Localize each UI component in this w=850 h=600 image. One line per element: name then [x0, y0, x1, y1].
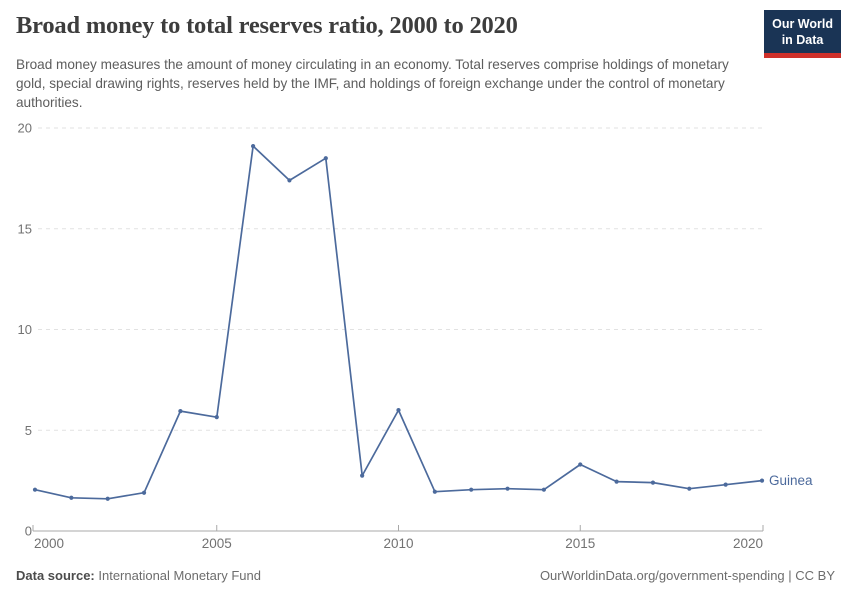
- data-point: [723, 482, 728, 487]
- y-axis-tick-label: 15: [18, 221, 32, 236]
- page-title: Broad money to total reserves ratio, 200…: [16, 12, 518, 39]
- data-point: [323, 156, 328, 161]
- owid-logo-line1: Our World: [772, 17, 833, 31]
- x-axis-tick-label: 2000: [34, 536, 64, 551]
- credit-link[interactable]: OurWorldinData.org/government-spending |…: [539, 568, 835, 583]
- x-axis-tick-label: 2005: [202, 536, 232, 551]
- series-label: Guinea: [769, 473, 813, 488]
- data-point: [105, 496, 110, 501]
- x-axis-tick-label: 2010: [383, 536, 413, 551]
- data-point: [396, 408, 401, 413]
- data-point: [687, 486, 692, 491]
- x-axis-tick-label: 2015: [565, 536, 595, 551]
- data-point: [69, 495, 74, 500]
- data-point: [251, 144, 256, 149]
- y-axis-tick-label: 0: [25, 524, 32, 539]
- data-source-label: Data source:: [16, 568, 95, 583]
- owid-logo-line2: in Data: [781, 32, 824, 47]
- y-axis-tick-label: 20: [18, 121, 32, 136]
- data-point: [614, 479, 619, 484]
- data-point: [178, 409, 183, 414]
- chart-subtitle: Broad money measures the amount of money…: [16, 57, 729, 110]
- owid-logo[interactable]: Our World in Data: [764, 10, 841, 59]
- data-point: [759, 478, 765, 483]
- data-source: Data source: International Monetary Fund: [16, 568, 261, 583]
- y-axis-tick-label: 5: [25, 423, 32, 438]
- data-line: [34, 145, 763, 500]
- data-point: [32, 487, 38, 492]
- data-point: [287, 178, 292, 183]
- data-point: [360, 473, 365, 478]
- data-point: [469, 487, 474, 492]
- data-point: [541, 487, 547, 492]
- data-point: [141, 490, 147, 495]
- data-point: [505, 486, 510, 491]
- chart-footer: Data source: International Monetary Fund…: [16, 568, 835, 583]
- data-source-value: International Monetary Fund: [94, 568, 261, 583]
- x-axis-tick-label: 2020: [733, 536, 763, 551]
- data-point: [578, 462, 583, 467]
- data-point: [432, 489, 437, 494]
- y-axis-tick-label: 10: [18, 322, 32, 337]
- data-point: [650, 480, 656, 485]
- data-point: [214, 415, 219, 420]
